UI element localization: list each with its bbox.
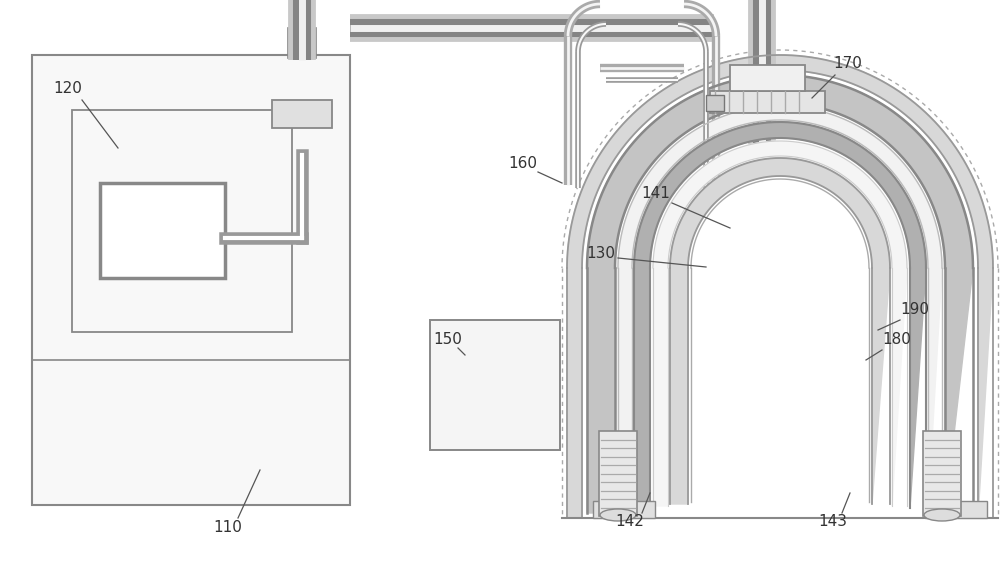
Polygon shape [634,122,926,508]
Text: 170: 170 [834,56,862,71]
Polygon shape [653,141,907,506]
Text: 143: 143 [818,514,848,530]
Bar [430,320,560,450]
Text: 142: 142 [616,514,644,530]
Text: 150: 150 [434,333,462,347]
Bar [730,65,805,91]
Text: 160: 160 [509,155,538,171]
Text: 130: 130 [586,246,616,260]
Bar [706,95,724,111]
Text: 110: 110 [214,521,242,536]
Text: 141: 141 [642,186,670,200]
Bar [272,100,332,128]
Bar [72,110,292,332]
Bar [923,431,961,516]
Polygon shape [618,106,942,510]
Ellipse shape [924,509,960,521]
Polygon shape [691,179,869,502]
Bar [32,55,350,505]
Text: 180: 180 [883,333,911,347]
Bar [593,501,655,518]
Ellipse shape [600,509,636,521]
Polygon shape [587,75,973,513]
Text: 120: 120 [54,80,82,95]
Bar [710,91,825,113]
Bar [599,431,637,516]
Polygon shape [670,158,890,504]
Bar [925,501,987,518]
Polygon shape [567,55,993,518]
Bar [100,183,225,278]
Text: 190: 190 [900,302,930,318]
Bar [288,28,316,58]
